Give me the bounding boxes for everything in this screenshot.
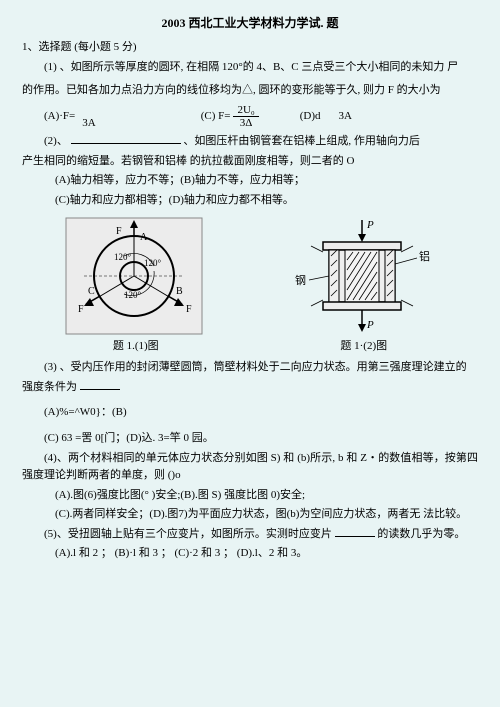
q2-line2: 产生相同的缩短量。若钢管和铝棒 的抗拉截面刚度相等，则二者的 O (22, 153, 478, 171)
fig2-lbl-P1: P (366, 219, 374, 231)
fig1-lbl-A: A (140, 232, 148, 243)
fig1-lbl-F2: F (186, 304, 192, 315)
fig1-lbl-F: F (116, 226, 122, 237)
q4-text: (4)、两个材料相同的单元体应力状态分别如图 S) 和 (b)所示, b 和 Z… (22, 450, 478, 485)
q1-text-b: 的作用。已知各加力点沿力方向的线位移均为△, 圆环的变形能等于久, 则力 F 的… (22, 82, 478, 100)
q1-text-a: (1) 、如图所示等厚度的圆环, 在相隔 120°的 4、B、C 三点受三个大小… (22, 59, 478, 77)
fig1-ang1: 120° (114, 252, 132, 262)
fig2-lbl-st: 钢 (295, 274, 306, 287)
q2-pre: (2)、 (44, 135, 68, 147)
fig1-lbl-F3: F (78, 304, 84, 315)
opt-c-frac: 2U₀ 3Δ (233, 104, 258, 129)
figure-2: P P (287, 216, 437, 336)
q3-blank (80, 379, 120, 390)
q2-line1: (2)、 、如图压杆由钢管套在铝棒上组成, 作用轴向力后 (22, 133, 478, 151)
q3-text-b: 强度条件为 (22, 379, 478, 397)
opt-a-frac: 3A 3A (78, 104, 99, 129)
q3-text-a: (3) 、受内压作用的封闭薄壁圆筒，筒壁材料处于二向应力状态。用第三强度理论建立… (22, 359, 478, 377)
opt-c-num: 2U₀ (233, 104, 258, 117)
q1-opt-d-val: 3A (339, 108, 352, 126)
q5-pre: (5)、受扭圆轴上贴有三个应变片，如图所示。实测时应变片 (44, 528, 332, 540)
fig1-caption: 题 1.(1)图 (113, 338, 159, 356)
q2-opts2: (C)轴力和应力都相等；(D)轴力和应力都不相等。 (55, 192, 478, 210)
q5-blank (335, 526, 375, 537)
figure-1: F A B C F F 120° 120° 120° (64, 216, 204, 336)
fig1-ang2: 120° (144, 258, 162, 268)
fig1-lbl-C: C (88, 286, 95, 297)
opt-a-pre: (A)·F= (44, 108, 75, 126)
fig2-lbl-P2: P (366, 319, 374, 331)
q1-opt-c: (C) F= 2U₀ 3Δ (201, 104, 262, 129)
opt-c-den: 3Δ (233, 117, 258, 129)
opt-c-pre: (C) F= (201, 108, 231, 126)
q5-text: (5)、受扭圆轴上贴有三个应变片，如图所示。实测时应变片 的读数几乎为零。 (22, 526, 478, 544)
q5-opts: (A).l 和 2 ； (B)·l 和 3 ； (C)·2 和 3 ； (D).… (55, 545, 478, 563)
opt-a-den: 3A (78, 117, 99, 129)
q1-opt-a: (A)·F= 3A 3A (44, 104, 103, 129)
fig1-lbl-B: B (176, 286, 183, 297)
q3-opt-ab: (A)%=^W0}：(B) (22, 404, 478, 422)
q2-post: 、如图压杆由钢管套在铝棒上组成, 作用轴向力后 (183, 135, 420, 147)
q5-post: 的读数几乎为零。 (377, 528, 465, 540)
q4-opt-ab: (A).图(6)强度比图(° )安全;(B).图 S) 强度比图 0)安全; (55, 487, 478, 505)
q2-blank (71, 133, 181, 144)
q1-opt-d-lbl: (D)d (300, 108, 321, 126)
q3-opt-cd: (C) 63 =罟 0[门；(D)込. 3=竿 0 园。 (22, 430, 478, 448)
q2-opts1: (A)轴力相等，应力不等；(B)轴力不等，应力相等； (55, 172, 478, 190)
q4-opt-cd: (C).两者同样安全；(D).图7)为平面应力状态，图(b)为空间应力状态，两者… (55, 506, 478, 524)
fig2-lbl-al: 铝 (419, 249, 430, 263)
page-title: 2003 西北工业大学材料力学试. 题 (22, 14, 478, 33)
q3-b-pre: 强度条件为 (22, 381, 77, 393)
fig2-caption: 题 1·(2)图 (340, 338, 387, 356)
section-heading: 1、选择题 (每小题 5 分) (22, 39, 478, 57)
